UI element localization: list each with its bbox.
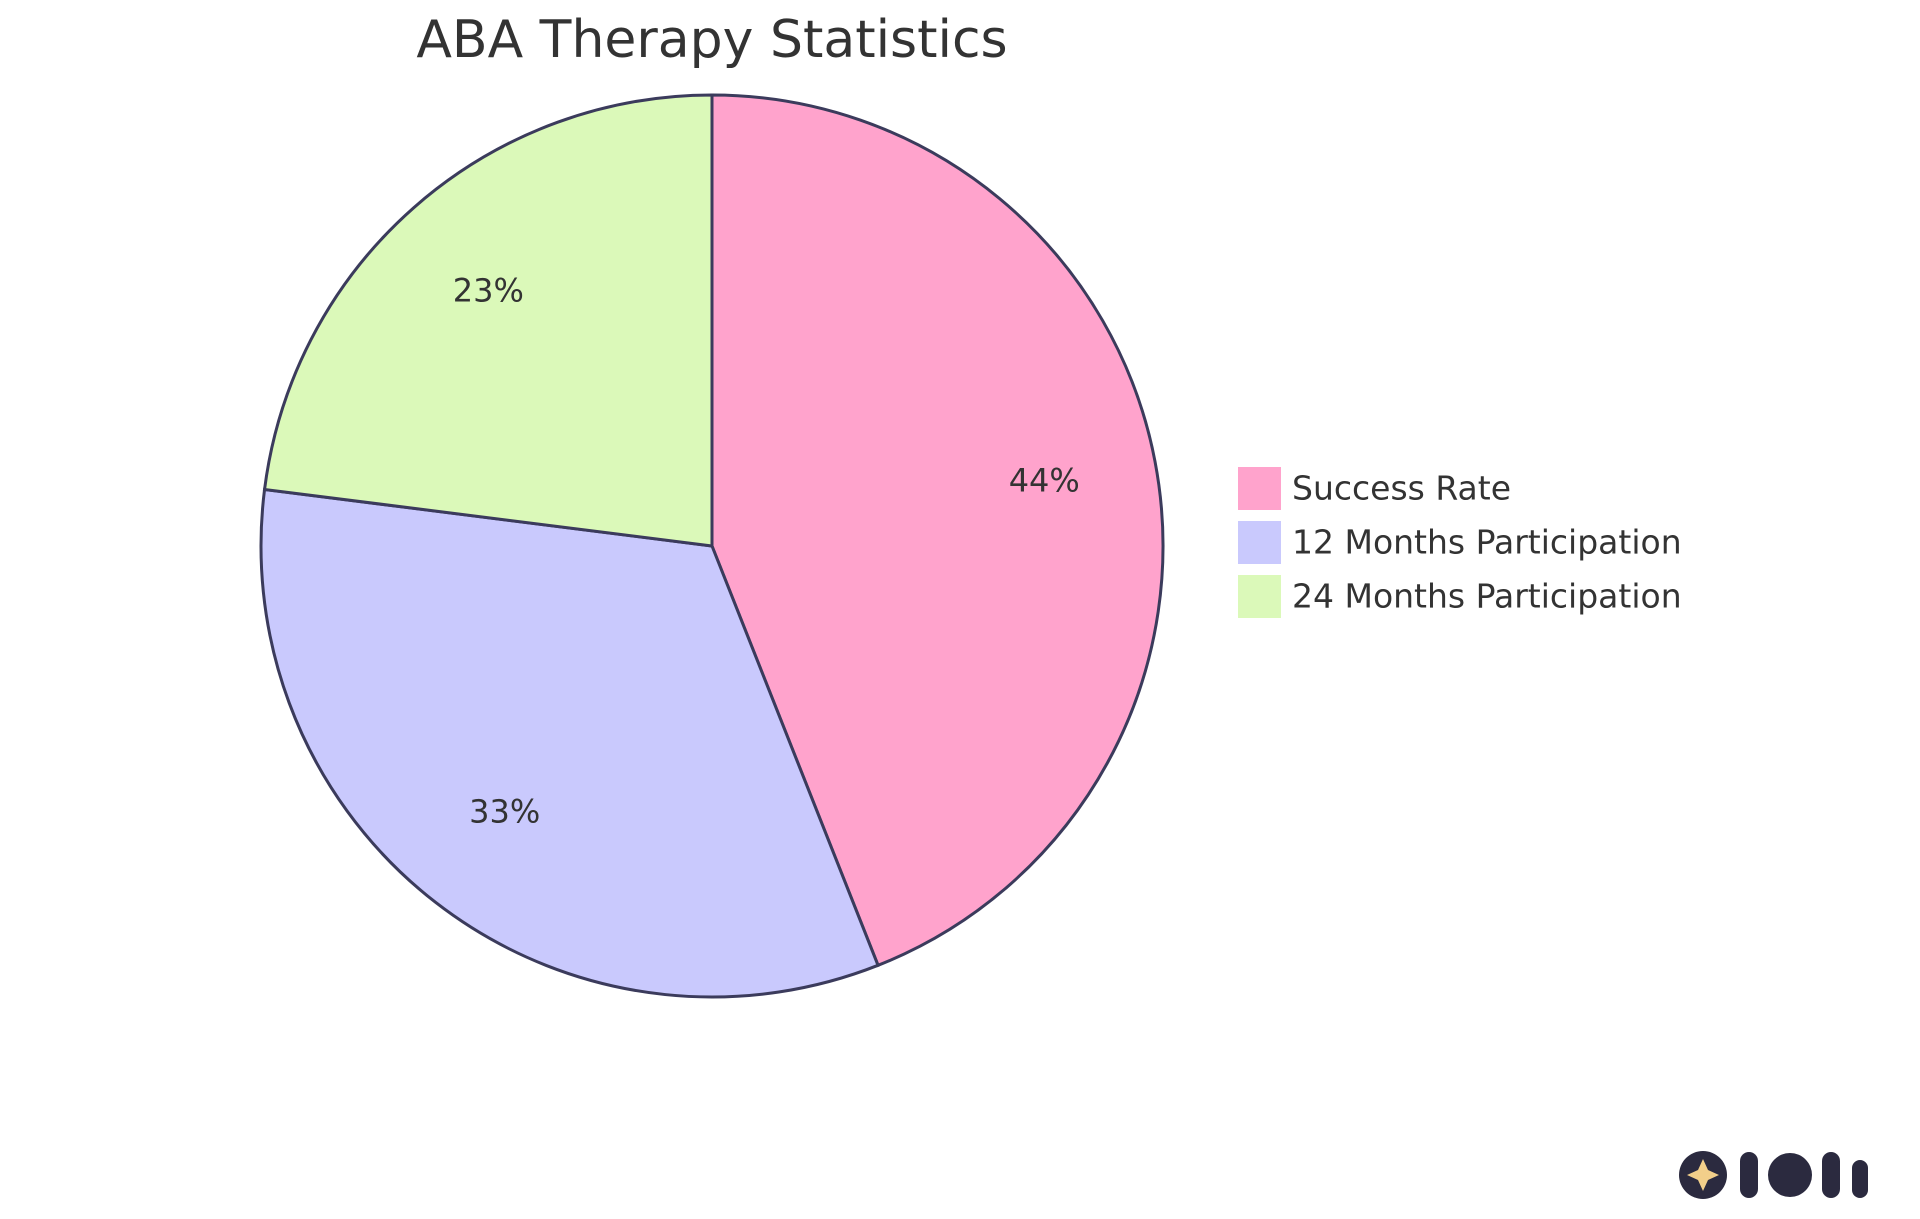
logo-star bbox=[1687, 1159, 1719, 1191]
pie-slice bbox=[259, 487, 880, 999]
logo bbox=[1679, 1151, 1868, 1199]
legend-swatch bbox=[1236, 465, 1283, 512]
logo-shape bbox=[1822, 1152, 1840, 1198]
legend-label: 24 Months Participation bbox=[1292, 577, 1682, 616]
legend-swatch bbox=[1236, 519, 1283, 566]
slice-label: 33% bbox=[469, 792, 540, 830]
pie-slice bbox=[710, 93, 1165, 968]
pie-slice bbox=[262, 93, 714, 548]
legend-label: 12 Months Participation bbox=[1292, 523, 1682, 562]
legend-label: Success Rate bbox=[1292, 469, 1511, 508]
slice-label: 44% bbox=[1009, 462, 1080, 500]
slice-label: 23% bbox=[453, 271, 524, 309]
logo-shape bbox=[1852, 1160, 1868, 1198]
legend-swatch bbox=[1236, 573, 1283, 620]
chart-title: ABA Therapy Statistics bbox=[416, 10, 1007, 70]
logo-shape bbox=[1740, 1152, 1758, 1198]
logo-shape bbox=[1768, 1153, 1812, 1197]
